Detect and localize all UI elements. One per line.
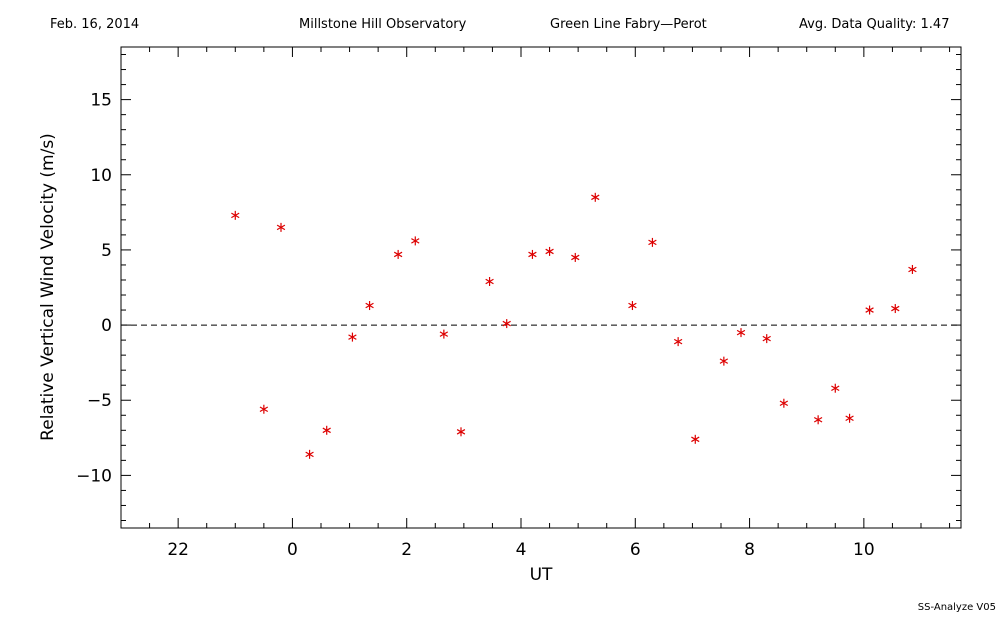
software-version: SS-Analyze V05 xyxy=(917,602,996,613)
data-point xyxy=(628,301,637,311)
data-point-stroke xyxy=(393,251,403,258)
data-point xyxy=(691,434,700,444)
x-tick-label: 22 xyxy=(167,540,189,560)
data-point-stroke xyxy=(628,302,637,309)
data-point xyxy=(393,249,403,259)
y-tick-label: 10 xyxy=(90,166,112,186)
data-point-stroke xyxy=(545,248,554,255)
y-tick-label: 5 xyxy=(101,241,112,261)
data-point xyxy=(813,415,823,425)
data-point xyxy=(545,246,554,256)
data-point-stroke xyxy=(736,329,746,336)
data-point-stroke xyxy=(411,238,420,244)
data-point-stroke xyxy=(502,320,511,327)
data-point xyxy=(779,398,789,408)
data-point-stroke xyxy=(348,334,357,340)
data-point xyxy=(908,264,917,274)
x-tick-label: 2 xyxy=(401,540,412,560)
data-point xyxy=(865,305,874,315)
data-point-stroke xyxy=(831,385,840,391)
header-data-quality: Avg. Data Quality: 1.47 xyxy=(799,17,950,32)
data-point-stroke xyxy=(259,406,269,413)
y-tick-label: −10 xyxy=(76,466,112,486)
data-point xyxy=(571,252,580,262)
data-point-stroke xyxy=(719,358,729,364)
y-tick-label: 0 xyxy=(101,316,112,336)
data-point xyxy=(276,222,286,232)
data-point-stroke xyxy=(779,400,789,407)
header-date: Feb. 16, 2014 xyxy=(50,17,140,32)
data-point xyxy=(673,337,683,347)
data-point xyxy=(762,334,771,344)
x-axis-ticks: 22 0 2 4 6 8 10 xyxy=(120,47,951,560)
data-point xyxy=(736,328,746,338)
x-axis-label: UT xyxy=(530,565,553,585)
data-point-stroke xyxy=(673,338,683,345)
data-point xyxy=(305,449,314,459)
data-point xyxy=(259,404,269,414)
x-tick-label: 8 xyxy=(744,540,755,560)
data-point-stroke xyxy=(813,417,823,423)
data-point-stroke xyxy=(439,331,449,337)
y-tick-label: 15 xyxy=(90,91,112,111)
data-point-stroke xyxy=(322,427,331,434)
x-tick-label: 6 xyxy=(630,540,641,560)
data-point-stroke xyxy=(762,335,771,342)
data-point-stroke xyxy=(691,436,700,443)
data-point-stroke xyxy=(648,239,657,246)
data-point-stroke xyxy=(528,251,537,258)
data-point xyxy=(365,301,374,311)
data-point-stroke xyxy=(845,415,854,422)
data-point-stroke xyxy=(908,266,917,273)
header-instrument: Green Line Fabry—Perot xyxy=(550,17,707,32)
data-point xyxy=(845,413,854,423)
data-point-stroke xyxy=(891,305,900,312)
data-point xyxy=(485,276,494,286)
header-observatory: Millstone Hill Observatory xyxy=(299,17,467,32)
data-point xyxy=(719,356,729,366)
data-point xyxy=(456,427,466,437)
data-point-stroke xyxy=(276,224,286,231)
data-point-stroke xyxy=(591,194,600,201)
y-tick-label: −5 xyxy=(87,391,112,411)
x-tick-label: 10 xyxy=(853,540,875,560)
data-point xyxy=(831,383,840,393)
y-axis-label: Relative Vertical Wind Velocity (m/s) xyxy=(38,133,58,441)
data-point xyxy=(891,304,900,314)
data-point xyxy=(528,249,537,259)
data-point-stroke xyxy=(485,278,494,285)
data-point xyxy=(322,425,331,435)
data-point xyxy=(591,192,600,202)
data-point xyxy=(502,319,511,329)
data-point-stroke xyxy=(865,307,874,313)
plot-frame xyxy=(120,46,962,529)
x-tick-label: 4 xyxy=(516,540,527,560)
data-point xyxy=(648,237,657,247)
y-axis-ticks: −10 −5 0 5 10 15 xyxy=(76,54,961,521)
data-point-stroke xyxy=(231,212,240,219)
data-point-stroke xyxy=(305,451,314,458)
x-tick-label: 0 xyxy=(287,540,298,560)
data-points xyxy=(231,192,917,459)
data-point-stroke xyxy=(365,302,374,309)
plot-axes xyxy=(120,46,962,529)
data-point xyxy=(411,236,420,246)
data-point xyxy=(231,210,240,220)
data-point-stroke xyxy=(456,429,466,435)
data-point xyxy=(348,332,357,342)
data-point xyxy=(439,329,449,339)
data-point-stroke xyxy=(571,254,580,261)
